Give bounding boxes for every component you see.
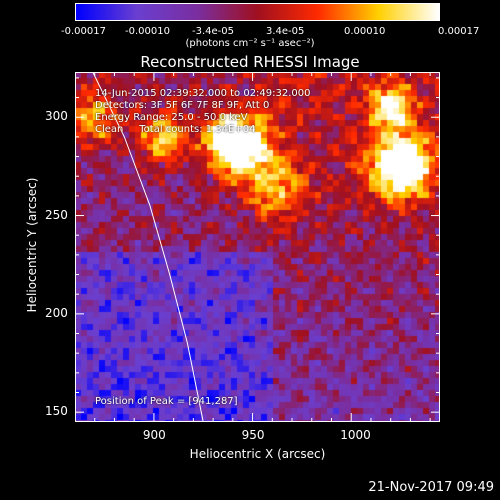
info-detectors: Detectors: 3F 5F 6F 7F 8F 9F, Att 0 (95, 100, 270, 111)
x-tick-label: 1000 (340, 428, 371, 442)
colorbar-tick-label: -3.4e-05 (192, 26, 234, 37)
info-clean-counts: Clean Total counts: 1.34E+04 (95, 124, 256, 135)
solar-limb-line (92, 72, 204, 422)
y-tick-label: 300 (45, 109, 68, 124)
y-tick-label: 200 (45, 305, 68, 320)
info-time-range: 14-Jun-2015 02:39:32.000 to 02:49:32.000 (95, 88, 311, 99)
colorbar (75, 3, 440, 21)
colorbar-tick-label: 0.00010 (344, 26, 386, 37)
colorbar-tick-label: -0.00017 (61, 26, 106, 37)
peak-position-label: Position of Peak = [941,287] (95, 396, 238, 407)
y-tick-label: 150 (45, 404, 68, 419)
timestamp: 21-Nov-2017 09:49 (368, 480, 494, 495)
heatmap-image (75, 72, 440, 422)
chart-title: Reconstructed RHESSI Image (140, 53, 360, 71)
axes-frame (75, 72, 440, 422)
y-axis-label: Heliocentric Y (arcsec) (25, 177, 39, 313)
colorbar-tick-label: 0.00017 (438, 26, 480, 37)
colorbar-tick-label: -0.00010 (125, 26, 170, 37)
y-tick-label: 250 (45, 207, 68, 222)
plot-area (75, 72, 440, 422)
info-energy-range: Energy Range: 25.0 - 50.0 keV (95, 112, 248, 123)
colorbar-tick-label: 3.4e-05 (266, 26, 305, 37)
plot-border (75, 72, 440, 422)
colorbar-unit: (photons cm⁻² s⁻¹ asec⁻²) (185, 38, 315, 49)
x-axis-label: Heliocentric X (arcsec) (189, 447, 326, 461)
x-tick-label: 900 (142, 428, 166, 442)
x-tick-label: 950 (241, 428, 265, 442)
